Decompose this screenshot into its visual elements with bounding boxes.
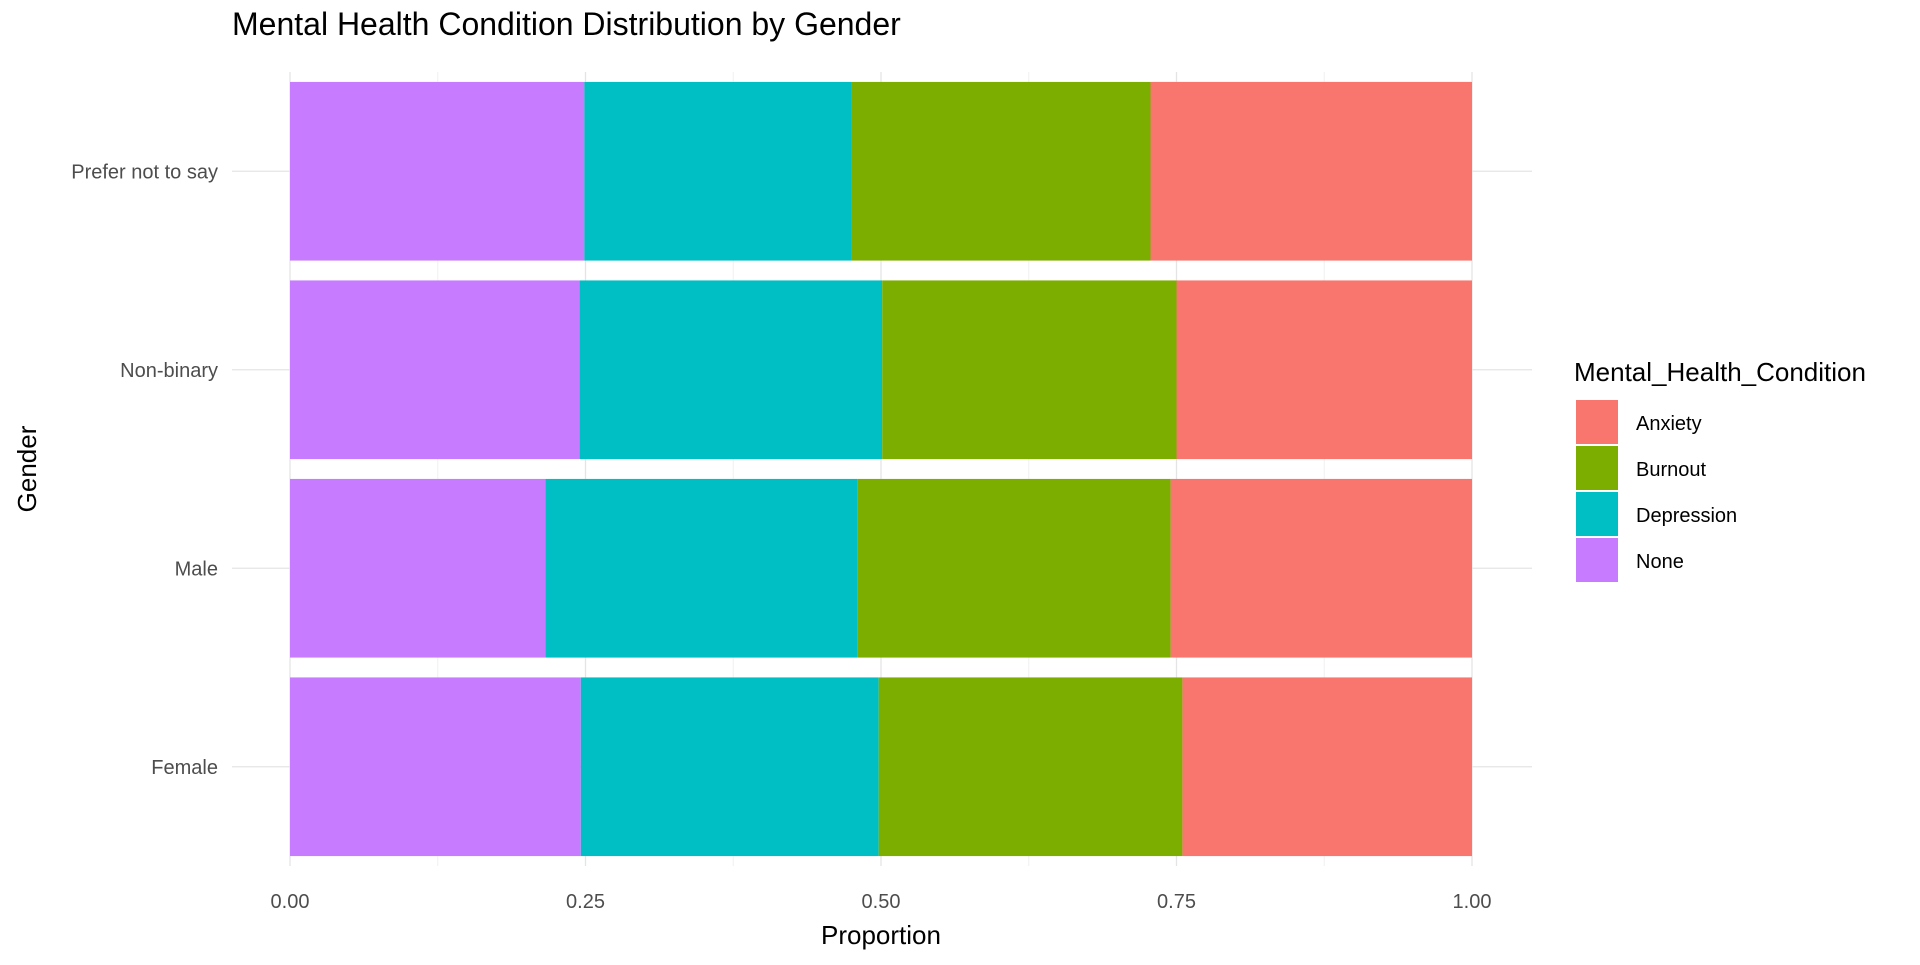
- x-tick-label: 0.00: [271, 891, 310, 913]
- bar-segment: [882, 280, 1177, 460]
- bar-segment: [290, 280, 580, 460]
- legend-label: Anxiety: [1636, 413, 1702, 435]
- bar-segment: [878, 677, 1183, 857]
- y-tick-label: Non-binary: [120, 360, 218, 382]
- bar-segment: [857, 478, 1171, 658]
- y-tick-label: Male: [175, 558, 218, 580]
- x-tick-label: 0.25: [566, 891, 605, 913]
- legend-swatch: [1576, 446, 1618, 490]
- legend-swatch: [1576, 538, 1618, 582]
- legend-title: Mental_Health_Condition: [1574, 357, 1866, 387]
- legend-label: Depression: [1636, 505, 1737, 527]
- bar-segment: [851, 81, 1151, 261]
- x-tick-label: 1.00: [1453, 891, 1492, 913]
- bar-segment: [579, 280, 883, 460]
- bar-segment: [1176, 280, 1472, 460]
- x-axis-label: Proportion: [821, 920, 941, 950]
- legend-label: None: [1636, 551, 1684, 573]
- bar-segment: [580, 677, 879, 857]
- bar-segment: [584, 81, 852, 261]
- bar-segment: [545, 478, 858, 658]
- x-tick-label: 0.75: [1157, 891, 1196, 913]
- y-tick-label: Female: [151, 757, 218, 779]
- chart-title: Mental Health Condition Distribution by …: [232, 6, 901, 42]
- bar-segment: [290, 677, 581, 857]
- legend-label: Burnout: [1636, 459, 1706, 481]
- legend-swatch: [1576, 492, 1618, 536]
- y-axis-label: Gender: [12, 425, 42, 512]
- bar-segment: [1170, 478, 1472, 658]
- bar-segment: [290, 478, 546, 658]
- bar-segment: [290, 81, 585, 261]
- bar-segment: [1182, 677, 1472, 857]
- legend-swatch: [1576, 400, 1618, 444]
- y-tick-label: Prefer not to say: [71, 161, 218, 183]
- x-tick-label: 0.50: [862, 891, 901, 913]
- bar-segment: [1150, 81, 1472, 261]
